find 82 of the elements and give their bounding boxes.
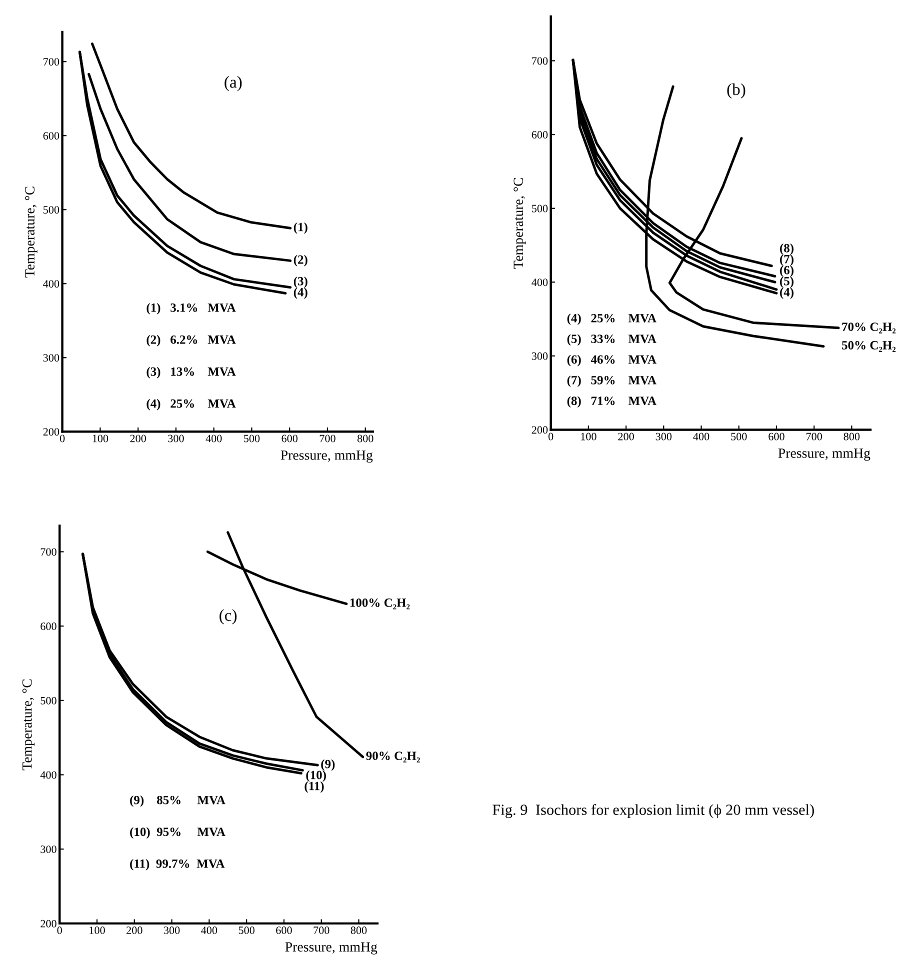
series-label: (4) [780, 288, 794, 299]
y-axis-title: Temperature, °C [22, 679, 35, 770]
series-label: (5) [780, 276, 794, 288]
x-tick-label: 0 [57, 926, 62, 934]
annotation: (3) 13% MVA [146, 367, 236, 378]
y-tick-label: 700 [40, 548, 56, 556]
series-label: 50% C₂H₂ [842, 341, 896, 352]
x-tick-label: 700 [314, 926, 330, 934]
text: (b) [727, 83, 746, 98]
series-label: (8) [780, 244, 794, 255]
x-tick-label: 500 [238, 926, 254, 934]
x-tick-label: 400 [693, 432, 710, 440]
x-tick-label: 800 [844, 432, 860, 440]
y-tick-label: 300 [43, 354, 60, 362]
series-label: (3) [294, 276, 308, 288]
x-tick-label: 300 [168, 434, 184, 442]
y-tick-label: 500 [40, 696, 56, 704]
x-tick-label: 200 [618, 432, 634, 440]
series-label: (7) [780, 254, 794, 266]
y-tick-label: 600 [40, 622, 56, 630]
annotation: (10) 95% MVA [130, 827, 226, 839]
annotation: (9) 85% MVA [130, 795, 226, 807]
x-tick-label: 300 [164, 926, 180, 934]
x-tick-label: 600 [768, 432, 784, 440]
x-tick-label: 400 [206, 434, 222, 442]
y-axis-title: Temperature, °C [25, 186, 38, 278]
text: (c) [220, 609, 237, 624]
x-tick-label: 600 [276, 926, 292, 934]
series-label: (1) [294, 222, 308, 234]
series-label: 90% C₂H₂ [366, 752, 420, 762]
x-tick-label: 800 [357, 434, 374, 442]
series-label: (9) [321, 759, 335, 771]
y-tick-label: 200 [532, 426, 548, 434]
annotation: (8) 71% MVA [567, 396, 656, 408]
x-tick-label: 100 [92, 434, 108, 442]
annotation: (5) 33% MVA [567, 334, 656, 346]
x-tick-label: 500 [731, 432, 747, 440]
series-label: (10) [306, 770, 326, 782]
x-tick-label: 200 [126, 926, 142, 934]
annotation: (2) 6.2% MVA [146, 335, 236, 346]
series-label: 100% C₂H₂ [350, 598, 410, 610]
y-tick-label: 200 [40, 920, 56, 928]
y-tick-label: 600 [43, 132, 60, 140]
x-tick-label: 0 [60, 434, 65, 442]
x-tick-label: 500 [244, 434, 260, 442]
series-label: (6) [780, 266, 794, 277]
annotation: (4) 25% MVA [567, 314, 656, 325]
annotation: (11) 99.7% MVA [130, 859, 225, 870]
y-tick-label: 300 [532, 352, 548, 360]
y-tick-label: 700 [44, 58, 60, 66]
series-label: (2) [294, 255, 308, 266]
x-tick-label: 400 [201, 926, 218, 934]
x-tick-label: 700 [320, 434, 336, 442]
x-tick-label: 100 [581, 432, 596, 440]
x-axis-title: Pressure, mmHg [285, 942, 378, 954]
x-tick-label: 100 [90, 926, 105, 934]
x-axis-title: Pressure, mmHg [280, 450, 373, 463]
x-tick-label: 700 [806, 432, 822, 440]
y-tick-label: 400 [43, 280, 60, 288]
y-tick-label: 500 [532, 204, 548, 212]
x-tick-label: 0 [548, 432, 554, 440]
y-tick-label: 600 [532, 131, 548, 139]
y-tick-label: 400 [532, 278, 548, 286]
y-tick-label: 400 [40, 771, 56, 779]
annotation: (1) 3.1% MVA [146, 303, 236, 314]
y-tick-label: 500 [44, 206, 60, 214]
caption: Fig. 9 Isochors for explosion limit (ϕ 20 mm vessel) [492, 804, 814, 818]
y-axis-title: Temperature, °C [514, 178, 526, 269]
series-label: (4) [294, 288, 308, 299]
annotation: (4) 25% MVA [146, 399, 236, 410]
x-axis-title: Pressure, mmHg [778, 448, 870, 461]
series-label: 70% C₂H₂ [842, 322, 896, 334]
y-tick-label: 300 [40, 846, 56, 854]
x-tick-label: 800 [350, 926, 367, 934]
text: (a) [224, 76, 242, 92]
annotation: (7) 59% MVA [567, 376, 656, 387]
y-tick-label: 700 [532, 57, 548, 65]
x-tick-label: 200 [130, 434, 146, 442]
series-label: (11) [304, 781, 324, 793]
x-tick-label: 600 [282, 434, 298, 442]
x-tick-label: 300 [656, 432, 672, 440]
annotation: (6) 46% MVA [567, 354, 656, 366]
